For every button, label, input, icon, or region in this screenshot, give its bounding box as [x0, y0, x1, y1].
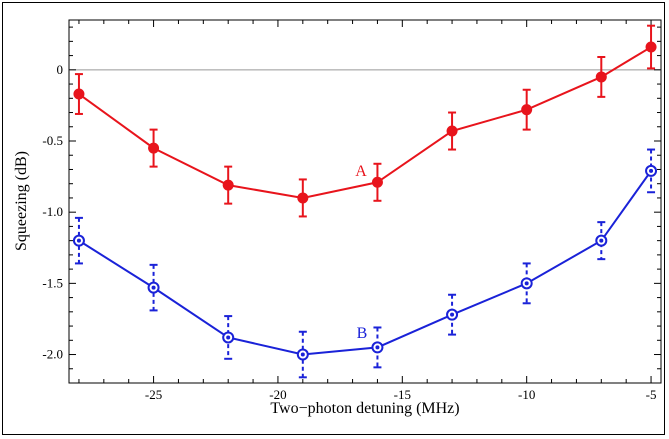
data-point-center	[450, 312, 455, 317]
data-point	[371, 176, 383, 188]
series-b	[72, 148, 658, 379]
series-label-a: A	[355, 163, 367, 180]
data-point	[446, 125, 458, 137]
y-tick-label: -1.5	[42, 275, 63, 290]
data-point	[73, 88, 85, 100]
series-a	[73, 24, 657, 218]
plot-area	[68, 19, 662, 384]
data-point	[595, 71, 607, 83]
y-tick-label: -0.5	[42, 133, 63, 148]
x-tick-label: -10	[518, 387, 535, 402]
y-axis-title: Squeezing (dB)	[13, 151, 30, 251]
series-label-b: B	[357, 325, 368, 342]
data-point	[297, 192, 309, 204]
data-point-center	[300, 352, 305, 357]
data-point-center	[76, 238, 81, 243]
series-layer	[72, 24, 658, 379]
x-axis-title: Two−photon detuning (MHz)	[270, 400, 459, 417]
x-tick-label: -15	[394, 387, 411, 402]
x-tick-label: -25	[145, 387, 162, 402]
data-point-center	[649, 168, 654, 173]
data-point	[645, 41, 657, 53]
data-point-center	[524, 281, 529, 286]
y-tick-label: -2.0	[42, 347, 63, 362]
figure-frame	[2, 2, 665, 435]
data-point-center	[375, 345, 380, 350]
axis-ticks	[69, 20, 661, 384]
x-tick-label: -20	[269, 387, 286, 402]
data-point	[148, 142, 160, 154]
data-point-center	[151, 285, 156, 290]
y-tick-label: 0	[57, 62, 64, 77]
y-tick-label: -1.0	[42, 204, 63, 219]
data-point	[222, 179, 234, 191]
data-point-center	[599, 238, 604, 243]
tick-labels: -25 -20 -15 -10 -5 0 -0.5 -1.0 -1.5 -2.0	[42, 62, 656, 402]
data-point	[521, 104, 533, 116]
x-tick-label: -5	[646, 387, 657, 402]
data-point-center	[226, 335, 231, 340]
